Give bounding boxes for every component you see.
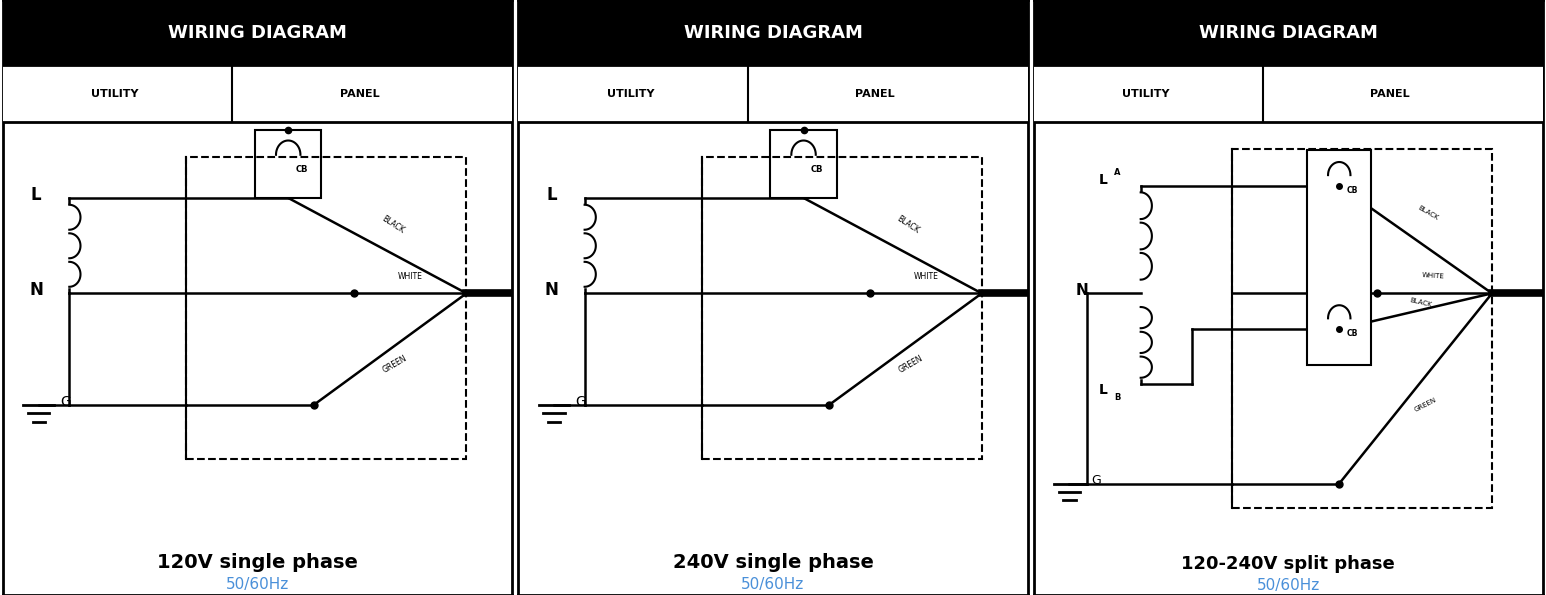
Bar xyxy=(3,0,512,65)
Text: A: A xyxy=(1115,168,1121,177)
Text: PANEL: PANEL xyxy=(340,89,379,99)
Text: N: N xyxy=(544,281,558,299)
Text: UTILITY: UTILITY xyxy=(91,89,139,99)
Bar xyxy=(187,157,467,459)
Text: L: L xyxy=(1099,173,1107,187)
Text: UTILITY: UTILITY xyxy=(1122,89,1169,99)
Text: PANEL: PANEL xyxy=(855,89,895,99)
Text: UTILITY: UTILITY xyxy=(606,89,654,99)
Bar xyxy=(1308,150,1371,365)
Text: 240V single phase: 240V single phase xyxy=(673,553,873,572)
Text: 50/60Hz: 50/60Hz xyxy=(742,577,804,592)
Text: 50/60Hz: 50/60Hz xyxy=(226,577,289,592)
Text: N: N xyxy=(1076,283,1088,298)
Text: G: G xyxy=(1091,474,1101,487)
Text: 50/60Hz: 50/60Hz xyxy=(1257,578,1320,593)
Text: 120-240V split phase: 120-240V split phase xyxy=(1181,555,1394,573)
Text: GREEN: GREEN xyxy=(1413,397,1438,414)
Text: BLACK: BLACK xyxy=(1418,205,1439,221)
Text: G: G xyxy=(575,395,586,409)
Text: CB: CB xyxy=(1347,329,1357,339)
Text: B: B xyxy=(1115,393,1121,402)
Text: BLACK: BLACK xyxy=(895,214,921,236)
Bar xyxy=(1034,0,1543,65)
Text: N: N xyxy=(29,281,43,299)
Bar xyxy=(1232,149,1492,508)
Text: L: L xyxy=(1099,383,1107,397)
Text: WIRING DIAGRAM: WIRING DIAGRAM xyxy=(169,24,348,42)
Text: WIRING DIAGRAM: WIRING DIAGRAM xyxy=(683,24,863,42)
Bar xyxy=(702,157,982,459)
Text: WHITE: WHITE xyxy=(397,272,424,281)
Text: GREEN: GREEN xyxy=(382,353,408,375)
Bar xyxy=(518,0,1028,65)
Bar xyxy=(518,65,1028,122)
Text: WHITE: WHITE xyxy=(1422,272,1446,279)
Text: L: L xyxy=(31,186,42,204)
Text: WIRING DIAGRAM: WIRING DIAGRAM xyxy=(1198,24,1377,42)
Text: G: G xyxy=(60,395,71,409)
Text: BLACK: BLACK xyxy=(1408,297,1433,308)
Text: BLACK: BLACK xyxy=(380,214,405,236)
Text: PANEL: PANEL xyxy=(1370,89,1410,99)
Text: GREEN: GREEN xyxy=(897,353,925,375)
Text: WHITE: WHITE xyxy=(914,272,938,281)
Bar xyxy=(255,130,322,198)
Bar xyxy=(3,65,512,122)
Bar xyxy=(770,130,836,198)
Text: CB: CB xyxy=(1347,186,1357,195)
Text: L: L xyxy=(546,186,557,204)
Bar xyxy=(1034,65,1543,122)
Text: CB: CB xyxy=(295,165,308,174)
Text: CB: CB xyxy=(810,165,822,174)
Text: 120V single phase: 120V single phase xyxy=(158,553,359,572)
